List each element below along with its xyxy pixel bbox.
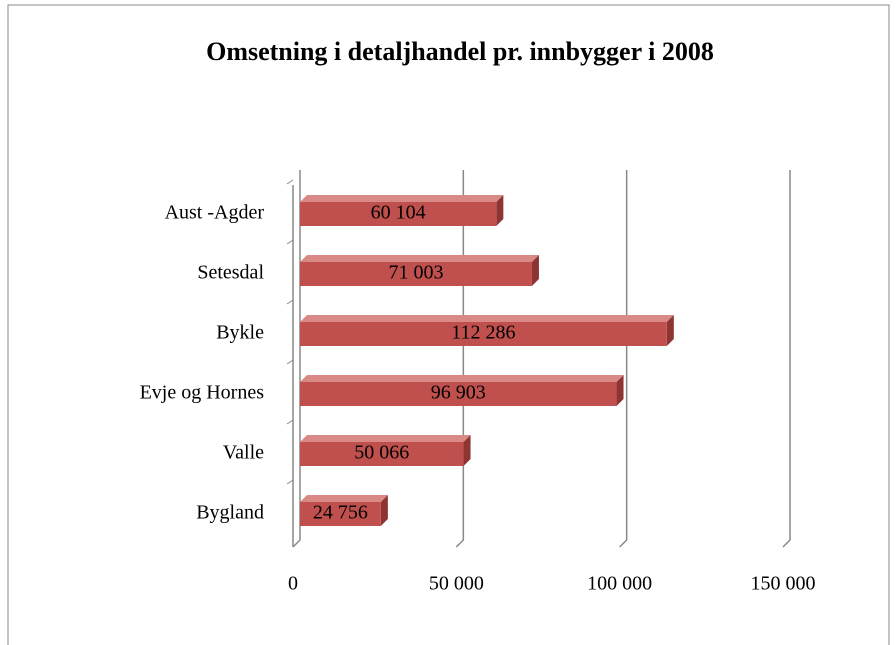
- bar: [300, 195, 504, 226]
- chart-title: Omsetning i detaljhandel pr. innbygger i…: [206, 37, 714, 66]
- bar-face: [300, 202, 497, 226]
- value-label: 24 756: [313, 502, 368, 524]
- bar-face: [300, 435, 471, 442]
- y-tick: [286, 179, 294, 185]
- x-tick-label: 100 000: [587, 573, 652, 595]
- bar-face: [616, 375, 624, 406]
- y-tick-label: Bygland: [196, 502, 264, 524]
- bar-face: [666, 315, 674, 346]
- y-tick-label: Setesdal: [197, 262, 264, 284]
- value-label: 60 104: [371, 202, 426, 224]
- y-tick: [286, 359, 294, 365]
- y-tick: [286, 419, 294, 425]
- value-label: 112 286: [451, 322, 515, 344]
- y-tick-label: Valle: [223, 442, 264, 464]
- y-tick-label: Evje og Hornes: [140, 382, 265, 404]
- bar-face: [300, 195, 504, 202]
- bar-face: [300, 442, 464, 466]
- bar-face: [300, 322, 667, 346]
- grid-line: [619, 170, 628, 548]
- bar-face: [300, 375, 624, 382]
- bar-face: [300, 502, 381, 526]
- grid-line: [292, 170, 301, 548]
- bar-face: [463, 435, 471, 466]
- y-tick: [286, 299, 294, 305]
- value-label: 96 903: [431, 382, 486, 404]
- bar-face: [300, 315, 674, 322]
- bar: [300, 315, 674, 346]
- bar-face: [380, 495, 388, 526]
- grid-line: [455, 170, 465, 548]
- x-tick-label: 50 000: [429, 573, 484, 595]
- y-tick-label: Aust -Agder: [165, 202, 265, 224]
- bar: [300, 495, 388, 526]
- bar-face: [300, 262, 532, 286]
- bar-face: [496, 195, 504, 226]
- bar-face: [300, 382, 617, 406]
- x-tick-label: 150 000: [751, 573, 816, 595]
- bar-face: [300, 255, 539, 262]
- bar: [300, 255, 539, 286]
- bar: [300, 375, 624, 406]
- y-tick: [286, 479, 294, 485]
- bar: [300, 435, 471, 466]
- bar-face: [300, 495, 388, 502]
- y-tick: [286, 239, 294, 245]
- y-tick-label: Bykle: [216, 322, 264, 344]
- value-label: 50 066: [354, 442, 409, 464]
- bar-face: [531, 255, 539, 286]
- x-tick-label: 0: [288, 573, 298, 595]
- value-label: 71 003: [388, 262, 443, 284]
- grid-line: [782, 170, 791, 548]
